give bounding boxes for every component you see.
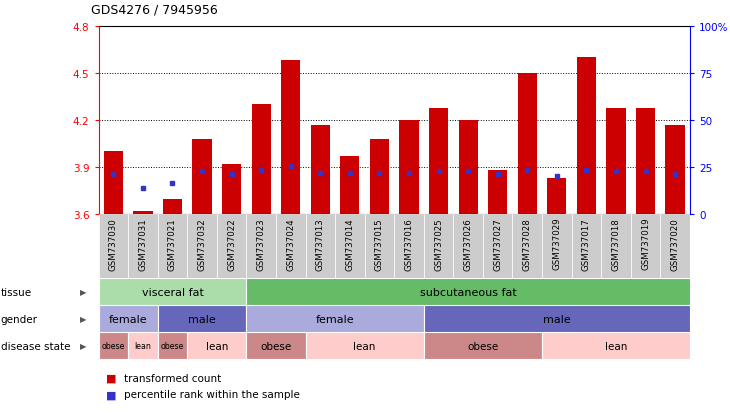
Text: visceral fat: visceral fat <box>142 287 204 297</box>
Text: GSM737014: GSM737014 <box>345 217 354 270</box>
Bar <box>247 306 423 332</box>
Bar <box>99 306 158 332</box>
Bar <box>128 332 158 359</box>
Bar <box>163 199 182 215</box>
Bar <box>548 179 566 215</box>
Text: male: male <box>188 314 216 324</box>
Text: ▶: ▶ <box>80 315 87 323</box>
Bar <box>602 215 631 279</box>
Bar <box>99 279 247 306</box>
Text: female: female <box>316 314 354 324</box>
Text: female: female <box>109 314 147 324</box>
Text: lean: lean <box>134 342 151 350</box>
Text: ■: ■ <box>106 389 116 399</box>
Text: percentile rank within the sample: percentile rank within the sample <box>124 389 300 399</box>
Text: ▶: ▶ <box>80 288 87 297</box>
Text: obese: obese <box>467 341 499 351</box>
Text: GSM737022: GSM737022 <box>227 217 236 270</box>
Bar <box>577 58 596 215</box>
Text: GSM737024: GSM737024 <box>286 217 295 270</box>
Bar <box>305 215 335 279</box>
Text: GSM737020: GSM737020 <box>671 217 680 270</box>
Bar <box>193 140 212 215</box>
Bar <box>365 215 394 279</box>
Bar <box>399 121 418 215</box>
Text: disease state: disease state <box>1 341 70 351</box>
Bar <box>370 140 389 215</box>
Text: lean: lean <box>353 341 376 351</box>
Bar <box>335 215 365 279</box>
Text: GDS4276 / 7945956: GDS4276 / 7945956 <box>91 4 218 17</box>
Bar <box>158 215 187 279</box>
Bar <box>276 215 305 279</box>
Bar <box>99 332 128 359</box>
Text: ■: ■ <box>106 373 116 383</box>
Text: lean: lean <box>206 341 228 351</box>
Bar <box>518 74 537 215</box>
Bar <box>483 215 512 279</box>
Bar <box>636 108 655 215</box>
Text: GSM737018: GSM737018 <box>612 217 620 270</box>
Bar <box>660 215 690 279</box>
Text: GSM737023: GSM737023 <box>257 217 266 270</box>
Text: GSM737019: GSM737019 <box>641 217 650 270</box>
Bar <box>607 108 626 215</box>
Bar <box>488 171 507 215</box>
Bar <box>104 152 123 215</box>
Text: GSM737028: GSM737028 <box>523 217 531 270</box>
Bar <box>187 215 217 279</box>
Bar <box>542 332 690 359</box>
Text: GSM737032: GSM737032 <box>198 217 207 270</box>
Bar <box>666 126 685 215</box>
Bar <box>458 121 477 215</box>
Bar <box>572 215 602 279</box>
Bar <box>247 279 690 306</box>
Bar <box>394 215 423 279</box>
Bar <box>247 215 276 279</box>
Text: gender: gender <box>1 314 38 324</box>
Bar <box>423 215 453 279</box>
Bar <box>423 332 542 359</box>
Bar <box>631 215 661 279</box>
Text: GSM737025: GSM737025 <box>434 217 443 270</box>
Text: GSM737027: GSM737027 <box>493 217 502 270</box>
Bar <box>281 61 300 215</box>
Text: lean: lean <box>604 341 627 351</box>
Text: ▶: ▶ <box>80 342 87 350</box>
Bar <box>247 332 305 359</box>
Bar <box>187 332 247 359</box>
Bar <box>423 306 690 332</box>
Bar <box>217 215 247 279</box>
Text: GSM737016: GSM737016 <box>404 217 413 270</box>
Text: tissue: tissue <box>1 287 32 297</box>
Text: male: male <box>543 314 571 324</box>
Bar <box>542 215 572 279</box>
Bar <box>252 105 271 215</box>
Bar <box>134 211 153 215</box>
Bar <box>512 215 542 279</box>
Text: GSM737030: GSM737030 <box>109 217 118 270</box>
Text: obese: obese <box>101 342 125 350</box>
Text: GSM737017: GSM737017 <box>582 217 591 270</box>
Text: GSM737031: GSM737031 <box>139 217 147 270</box>
Bar <box>158 306 247 332</box>
Text: subcutaneous fat: subcutaneous fat <box>420 287 517 297</box>
Bar <box>222 165 241 215</box>
Text: GSM737029: GSM737029 <box>553 217 561 270</box>
Bar <box>158 332 187 359</box>
Text: transformed count: transformed count <box>124 373 221 383</box>
Bar <box>453 215 483 279</box>
Bar <box>99 215 128 279</box>
Bar <box>311 126 330 215</box>
Text: obese: obese <box>161 342 184 350</box>
Bar <box>128 215 158 279</box>
Bar <box>340 157 359 215</box>
Text: obese: obese <box>261 341 291 351</box>
Text: GSM737013: GSM737013 <box>316 217 325 270</box>
Text: GSM737015: GSM737015 <box>375 217 384 270</box>
Bar <box>305 332 423 359</box>
Text: GSM737026: GSM737026 <box>464 217 472 270</box>
Text: GSM737021: GSM737021 <box>168 217 177 270</box>
Bar <box>429 108 448 215</box>
